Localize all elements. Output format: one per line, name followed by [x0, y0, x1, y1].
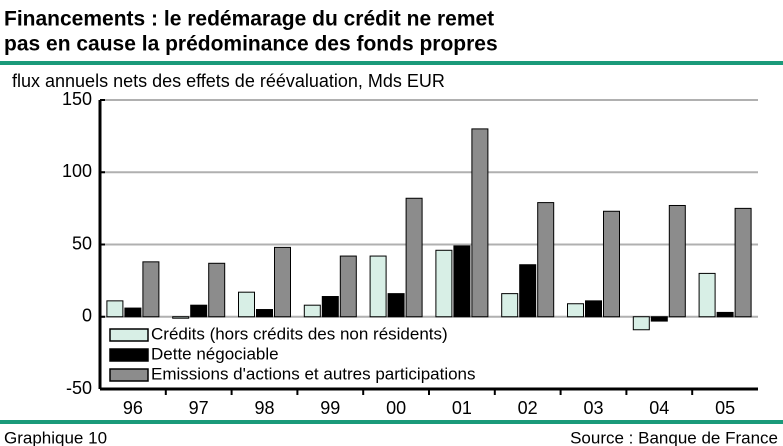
bar [274, 246, 291, 318]
y-tick-label: 100 [62, 161, 92, 181]
legend-label: Emissions d'actions et autres participat… [151, 364, 476, 383]
chart-title: Financements : le redémarage du crédit n… [4, 8, 494, 31]
x-tick-label: 02 [518, 398, 538, 418]
y-tick-label: 0 [82, 306, 92, 326]
bar [603, 210, 620, 318]
x-tick-label: 05 [715, 398, 735, 418]
bar [369, 255, 387, 318]
bar [668, 204, 686, 318]
note: Graphique 10 [4, 428, 107, 446]
bar [650, 316, 668, 322]
bar [256, 309, 273, 318]
legend-swatch [109, 368, 149, 382]
bar [142, 261, 160, 318]
bar [734, 207, 752, 318]
bar [124, 307, 142, 318]
bar [698, 272, 716, 318]
bar [106, 300, 124, 318]
rule [0, 420, 783, 424]
x-tick-label: 01 [452, 398, 472, 418]
y-tick-label: 50 [72, 233, 92, 253]
x-tick-label: 98 [254, 398, 274, 418]
bar [405, 197, 423, 318]
bar [321, 296, 339, 318]
bar [585, 300, 602, 318]
y-tick-label: -50 [66, 378, 92, 398]
legend-swatch [109, 348, 149, 362]
bar [537, 202, 555, 318]
bar [501, 293, 519, 318]
legend-swatch [109, 328, 149, 342]
legend-label: Dette négociable [151, 344, 279, 363]
x-tick-label: 03 [583, 398, 603, 418]
x-tick-label: 97 [189, 398, 209, 418]
x-tick-label: 99 [320, 398, 340, 418]
bar [172, 316, 190, 319]
bar [208, 262, 226, 318]
bar [387, 293, 405, 318]
legend-label: Crédits (hors crédits des non résidents) [151, 324, 448, 343]
bar [471, 128, 489, 318]
bar [303, 304, 321, 318]
bar [567, 303, 584, 318]
x-tick-label: 04 [649, 398, 669, 418]
bar [519, 264, 537, 318]
bar [339, 255, 357, 318]
chart-title: pas en cause la prédominance des fonds p… [4, 33, 498, 56]
bar [632, 316, 650, 331]
bar [435, 249, 453, 318]
x-tick-label: 96 [123, 398, 143, 418]
rule [0, 61, 783, 65]
bar [190, 304, 208, 318]
x-tick-label: 00 [386, 398, 406, 418]
subtitle: flux annuels nets des effets de réévalua… [12, 71, 445, 91]
y-tick-label: 150 [62, 89, 92, 109]
bar [238, 291, 255, 318]
source: Source : Banque de France [570, 428, 778, 446]
bar [716, 311, 734, 318]
bar [453, 245, 471, 318]
